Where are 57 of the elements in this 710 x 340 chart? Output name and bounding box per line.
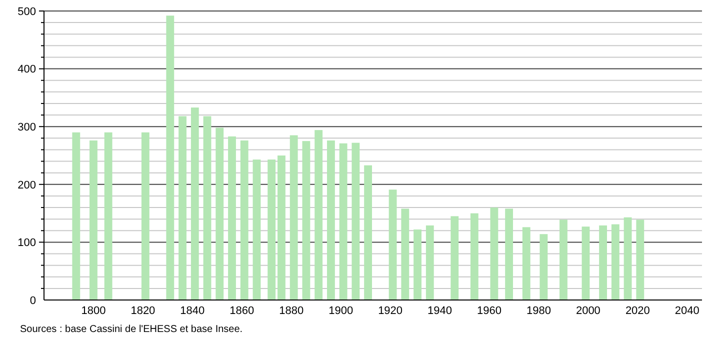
bar — [190, 108, 199, 300]
bar — [611, 224, 620, 300]
bar — [228, 136, 236, 300]
bar — [72, 132, 80, 300]
y-tick-label: 200 — [18, 179, 36, 192]
bar — [290, 135, 298, 300]
bar — [268, 160, 276, 300]
bar — [364, 165, 372, 300]
x-tick-label: 1860 — [230, 305, 254, 317]
source-note: Sources : base Cassini de l'EHESS et base Insee. — [20, 324, 243, 335]
x-tick-label: 2040 — [674, 305, 700, 317]
bar — [203, 116, 212, 300]
x-tick-label: 2020 — [625, 305, 650, 317]
bar — [636, 220, 644, 300]
bar — [582, 226, 590, 300]
bar — [470, 213, 478, 300]
x-tick-label: 1820 — [130, 305, 156, 317]
bar — [426, 225, 434, 300]
bar — [216, 128, 224, 300]
bar — [522, 227, 530, 300]
bar — [141, 132, 150, 300]
x-tick-label: 1840 — [180, 305, 205, 317]
bar — [326, 140, 335, 300]
bar — [302, 141, 310, 300]
bar — [314, 130, 323, 300]
x-tick-label: 1980 — [526, 305, 551, 317]
y-tick-label: 300 — [18, 121, 36, 134]
x-tick-label: 2000 — [576, 305, 600, 317]
bar — [104, 132, 112, 300]
x-tick-label: 1940 — [428, 305, 452, 317]
bar — [352, 142, 360, 300]
bar — [252, 160, 261, 300]
bar — [166, 16, 174, 300]
bar — [599, 225, 608, 300]
x-tick-label: 1900 — [328, 305, 354, 317]
x-tick-label: 1960 — [477, 305, 502, 317]
x-tick-label: 1800 — [81, 305, 106, 317]
bar — [505, 208, 514, 300]
bar — [450, 216, 459, 300]
bar — [178, 116, 186, 300]
bar — [540, 234, 548, 300]
bar — [90, 140, 98, 300]
bar — [560, 220, 568, 300]
y-tick-label: 500 — [18, 6, 36, 18]
bar — [624, 217, 632, 300]
bar — [388, 190, 397, 300]
y-tick-label: 400 — [18, 64, 36, 76]
bar — [401, 208, 410, 300]
bar — [278, 156, 286, 300]
bar — [240, 140, 248, 300]
bar — [490, 208, 498, 300]
y-tick-label: 0 — [30, 294, 36, 307]
bar — [414, 229, 422, 300]
y-tick-label: 100 — [18, 237, 36, 250]
x-tick-label: 1880 — [279, 305, 304, 317]
x-tick-label: 1920 — [378, 305, 403, 317]
bar — [339, 143, 348, 300]
